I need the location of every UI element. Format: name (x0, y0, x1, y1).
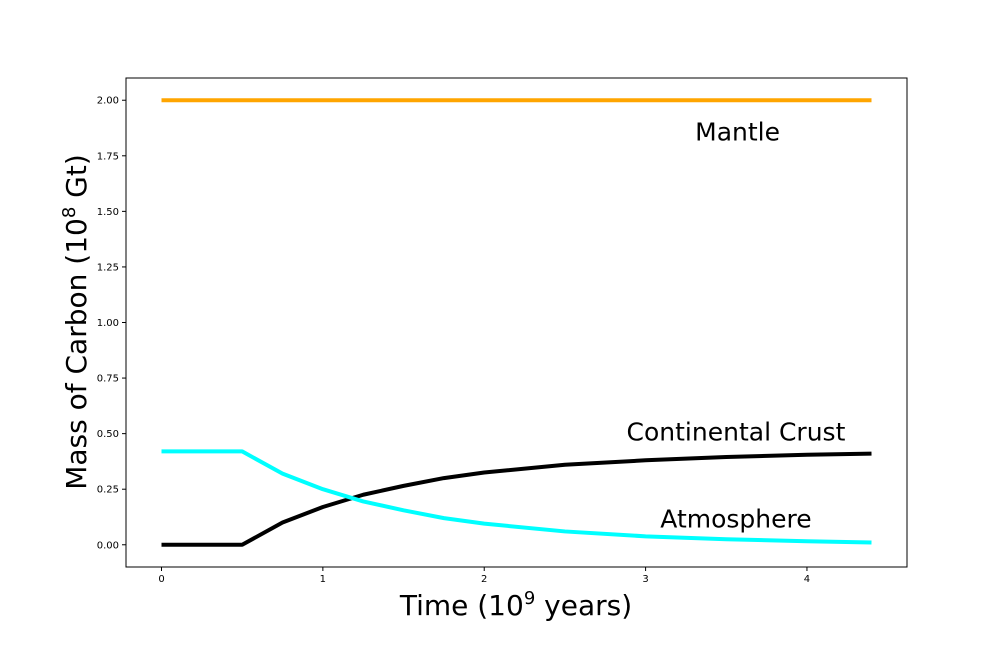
annotation-continental-crust: Continental Crust (627, 418, 846, 447)
plot-frame (125, 77, 908, 568)
x-tick-label: 4 (804, 574, 810, 585)
y-tick-label: 2.00 (97, 96, 119, 107)
series-line-atmosphere (161, 449, 872, 545)
y-tick-label: 0.75 (97, 374, 119, 385)
y-axis-ticks: 0.00 0.25 0.50 0.75 1.00 1.25 1.50 1.75 2.00 (97, 96, 126, 551)
x-tick-label: 1 (320, 574, 326, 585)
x-axis-title-exponent: 9 (524, 588, 535, 609)
x-tick-label: 2 (481, 574, 487, 585)
y-tick-label: 1.50 (97, 207, 119, 218)
x-tick-label: 0 (158, 574, 164, 585)
y-axis-title: Mass of Carbon (108 Gt) (59, 154, 93, 490)
x-axis-title: Time (109 years) (399, 588, 632, 622)
x-axis-ticks: 0 1 2 3 4 (158, 567, 810, 585)
y-tick-label: 0.00 (97, 540, 119, 551)
y-axis-title-tail: Gt) (60, 154, 93, 207)
x-tick-label: 3 (642, 574, 648, 585)
annotation-mantle: Mantle (695, 118, 780, 147)
y-tick-label: 0.25 (97, 485, 119, 496)
y-tick-label: 1.25 (97, 262, 119, 273)
series-line-continental-crust (161, 451, 872, 547)
y-tick-label: 1.00 (97, 318, 119, 329)
plot-area (125, 77, 908, 568)
y-tick-label: 0.50 (97, 429, 119, 440)
series-annotations: Mantle Continental Crust Atmosphere (627, 118, 846, 534)
y-tick-label: 1.75 (97, 151, 119, 162)
series-layer (161, 98, 872, 547)
y-axis-title-main: Mass of Carbon (10 (60, 218, 93, 490)
y-axis-title-exponent: 8 (59, 207, 80, 218)
x-axis-title-tail: years) (535, 589, 632, 622)
x-axis-title-main: Time (10 (399, 589, 524, 622)
annotation-atmosphere: Atmosphere (660, 504, 811, 533)
